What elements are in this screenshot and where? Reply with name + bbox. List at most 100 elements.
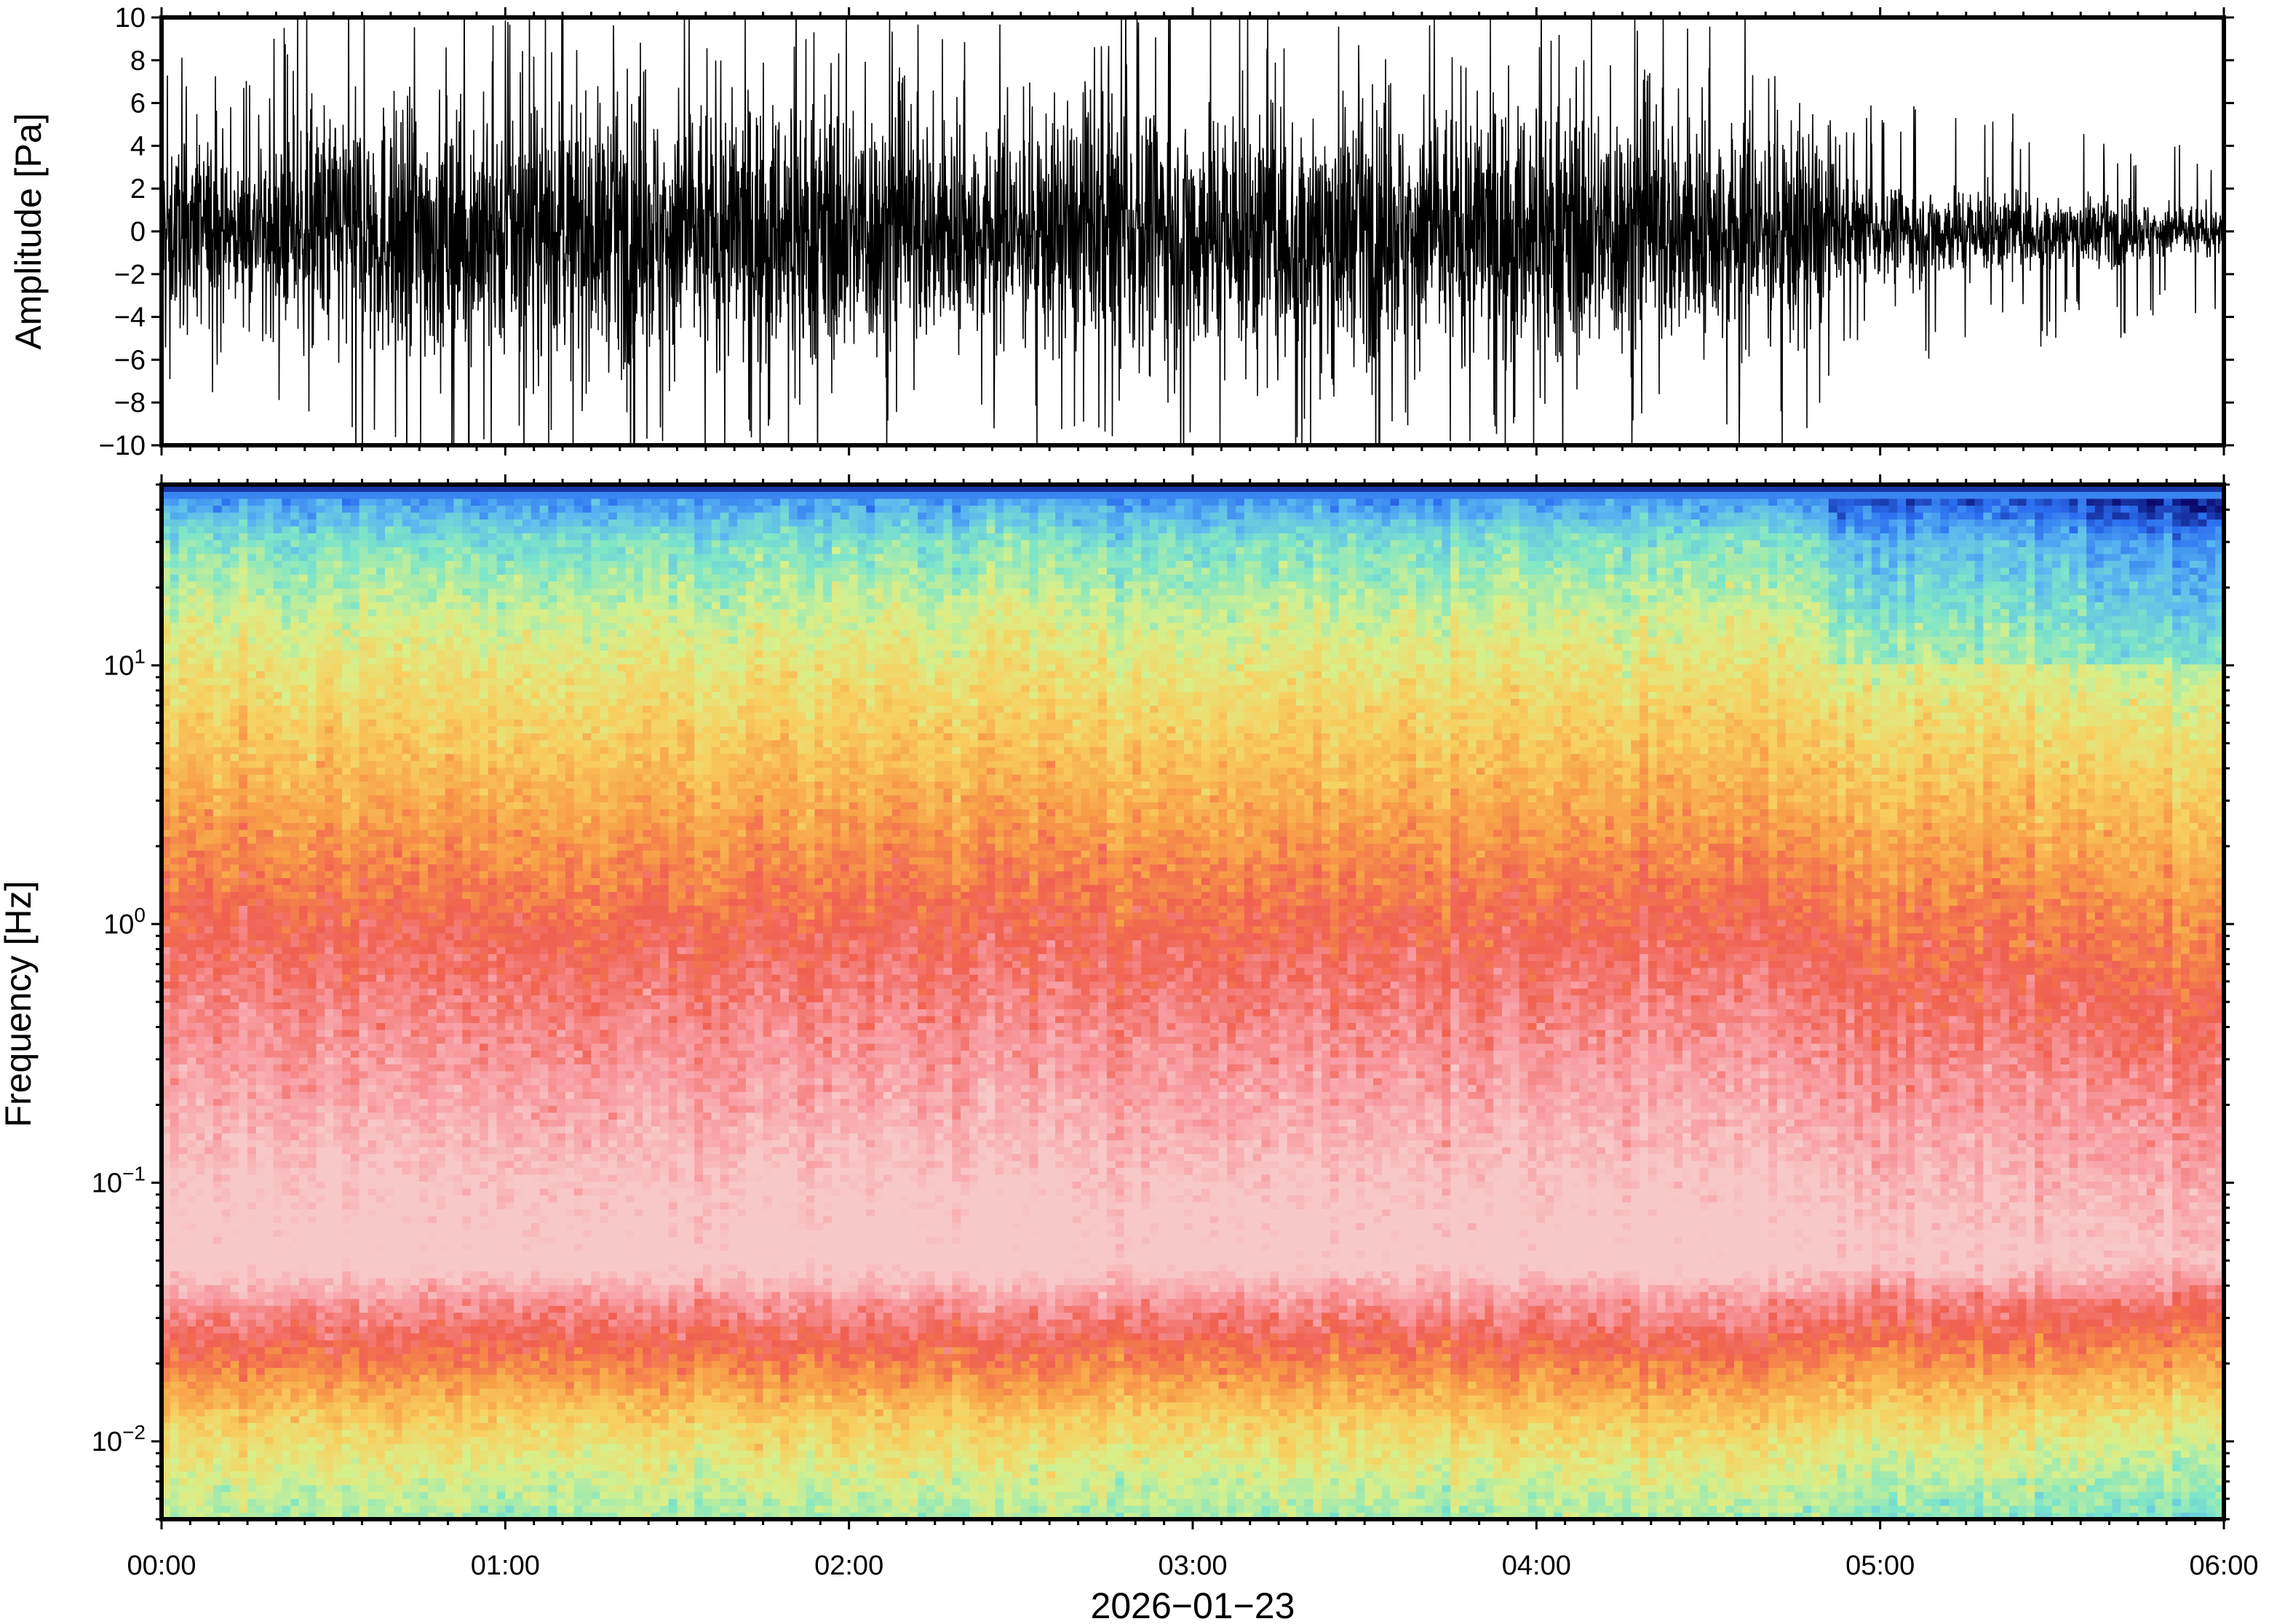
spectrogram-cell — [325, 568, 333, 575]
spectrogram-cell — [385, 1161, 394, 1168]
spectrogram-cell — [247, 588, 256, 595]
spectrogram-cell — [256, 1313, 265, 1320]
spectrogram-cell — [385, 1043, 394, 1051]
spectrogram-cell — [239, 1430, 247, 1437]
spectrogram-cell — [419, 637, 428, 644]
spectrogram-cell — [274, 1071, 282, 1078]
spectrogram-cell — [342, 1140, 351, 1147]
spectrogram-cell — [247, 1016, 256, 1023]
spectrogram-cell — [222, 1285, 231, 1292]
spectrogram-cell — [351, 1361, 359, 1368]
spectrogram-cell — [333, 554, 342, 561]
spectrogram-cell — [394, 1140, 402, 1147]
spectrogram-cell — [274, 712, 282, 720]
spectrogram-cell — [333, 512, 342, 520]
spectrogram-cell — [204, 609, 213, 616]
spectrogram-cell — [325, 857, 333, 864]
spectrogram-cell — [428, 899, 437, 906]
spectrogram-cell — [187, 947, 196, 954]
spectrogram-cell — [428, 1071, 437, 1078]
spectrogram-cell — [256, 1030, 265, 1037]
spectrogram-cell — [179, 1444, 188, 1451]
spectrogram-cell — [342, 1478, 351, 1485]
spectrogram-cell — [419, 857, 428, 864]
spectrogram-cell — [385, 1381, 394, 1388]
spectrogram-cell — [402, 1422, 411, 1430]
spectrogram-cell — [419, 1505, 428, 1513]
spectrogram-cell — [179, 781, 188, 789]
spectrogram-cell — [402, 747, 411, 754]
spectrogram-cell — [359, 1112, 368, 1120]
spectrogram-cell — [308, 546, 317, 554]
spectrogram-cell — [196, 1154, 204, 1161]
spectrogram-cell — [239, 1119, 247, 1126]
spectrogram-cell — [230, 1230, 239, 1237]
spectrogram-cell — [187, 940, 196, 947]
spectrogram-cell — [410, 546, 419, 554]
spectrogram-cell — [230, 1271, 239, 1278]
spectrogram-cell — [376, 899, 385, 906]
spectrogram-cell — [239, 1347, 247, 1354]
spectrogram-cell — [290, 1450, 299, 1457]
spectrogram-cell — [179, 581, 188, 589]
spectrogram-cell — [299, 1147, 308, 1154]
spectrogram-cell — [308, 968, 317, 975]
spectrogram-cell — [351, 616, 359, 623]
spectrogram-cell — [187, 754, 196, 761]
spectrogram-cell — [222, 581, 231, 589]
spectrogram-cell — [342, 974, 351, 982]
spectrogram-cell — [256, 629, 265, 637]
spectrogram-cell — [308, 712, 317, 720]
spectrogram-cell — [239, 802, 247, 809]
spectrogram-cell — [367, 1154, 376, 1161]
spectrogram-cell — [385, 650, 394, 658]
spectrogram-cell — [187, 657, 196, 664]
spectrogram-cell — [342, 988, 351, 995]
spectrogram-cell — [282, 1361, 290, 1368]
spectrogram-cell — [179, 974, 188, 982]
spectrogram-cell — [213, 1119, 222, 1126]
spectrogram-cell — [239, 616, 247, 623]
spectrogram-cell — [367, 1133, 376, 1140]
spectrogram-cell — [230, 933, 239, 940]
spectrogram-cell — [170, 637, 179, 644]
spectrogram-cell — [265, 581, 274, 589]
spectrogram-cell — [222, 1326, 231, 1334]
spectrogram-cell — [333, 774, 342, 781]
spectrogram-cell — [394, 1381, 402, 1388]
spectrogram-cell — [410, 1333, 419, 1340]
spectrogram-cell — [213, 988, 222, 995]
spectrogram-cell — [274, 1002, 282, 1009]
spectrogram-cell — [274, 1112, 282, 1120]
spectrogram-cell — [419, 829, 428, 837]
spectrogram-cell — [351, 1395, 359, 1402]
spectrogram-cell — [204, 740, 213, 747]
spectrogram-cell — [256, 1395, 265, 1402]
spectrogram-cell — [230, 1395, 239, 1402]
spectrogram-cell — [359, 1340, 368, 1348]
spectrogram-cell — [230, 1126, 239, 1134]
spectrogram-cell — [204, 1471, 213, 1478]
spectrogram-cell — [222, 795, 231, 803]
spectrogram-cell — [222, 768, 231, 775]
spectrogram-cell — [342, 574, 351, 581]
spectrogram-cell — [351, 968, 359, 975]
spectrogram-cell — [385, 1064, 394, 1071]
spectrogram-cell — [256, 1257, 265, 1265]
spectrogram-cell — [247, 1243, 256, 1251]
spectrogram-cell — [299, 719, 308, 726]
spectrogram-cell — [419, 733, 428, 740]
spectrogram-cell — [179, 954, 188, 961]
spectrogram-cell — [367, 747, 376, 754]
spectrogram-cell — [394, 1202, 402, 1209]
spectrogram-cell — [179, 1430, 188, 1437]
spectrogram-cell — [239, 974, 247, 982]
spectrogram-cell — [351, 1071, 359, 1078]
spectrogram-cell — [187, 1388, 196, 1396]
spectrogram-cell — [187, 788, 196, 795]
spectrogram-cell — [196, 1105, 204, 1112]
spectrogram-cell — [170, 1168, 179, 1175]
spectrogram-cell — [274, 643, 282, 650]
spectrogram-cell — [204, 1285, 213, 1292]
spectrogram-cell — [196, 788, 204, 795]
